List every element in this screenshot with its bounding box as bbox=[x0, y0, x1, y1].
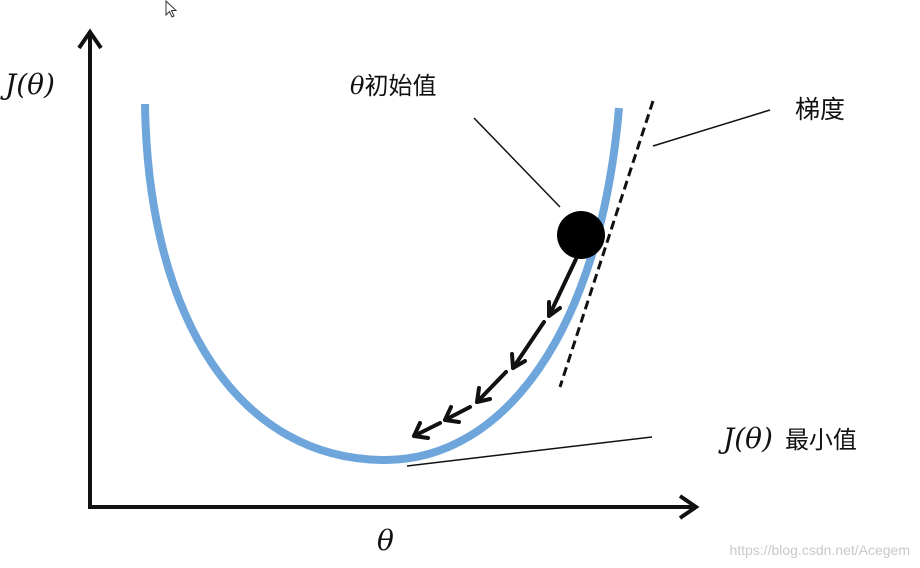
cost-curve bbox=[141, 103, 623, 465]
gradient-leader-line bbox=[652, 109, 771, 147]
descent-step-arrow bbox=[475, 370, 508, 404]
descent-steps bbox=[412, 257, 578, 440]
initial-point-marker bbox=[557, 211, 605, 259]
descent-step-arrow bbox=[511, 320, 546, 370]
descent-step-arrowhead bbox=[443, 405, 461, 424]
minimum-leader-line bbox=[406, 436, 653, 467]
initial-value-leader-line bbox=[473, 117, 561, 208]
mouse-cursor-icon bbox=[165, 0, 178, 18]
gradient-tangent-line bbox=[558, 100, 655, 388]
minimum-text: 最小值 bbox=[784, 426, 857, 454]
minimum-symbol: J(θ) bbox=[723, 422, 773, 455]
descent-step-arrowhead bbox=[475, 386, 492, 404]
x-axis-label: θ bbox=[377, 524, 394, 557]
initial-value-text: 初始值 bbox=[364, 72, 437, 100]
watermark: https://blog.csdn.net/Acegem bbox=[729, 542, 910, 558]
gradient-label: 梯度 bbox=[795, 95, 846, 124]
initial-value-symbol: θ bbox=[350, 72, 365, 100]
descent-step-arrow bbox=[443, 405, 472, 422]
descent-step-arrowhead bbox=[547, 300, 562, 318]
initial-value-label: θ初始值 bbox=[350, 66, 436, 101]
x-axis-arrowhead bbox=[678, 494, 700, 520]
descent-step-arrowhead bbox=[510, 352, 527, 370]
descent-step-arrowhead bbox=[412, 421, 430, 440]
y-axis-arrowhead bbox=[77, 28, 103, 50]
minimum-label: J(θ) 最小值 bbox=[723, 420, 857, 455]
descent-step-arrow bbox=[547, 257, 578, 318]
descent-step-arrow bbox=[412, 421, 442, 438]
y-axis-label: J(θ) bbox=[5, 68, 55, 101]
